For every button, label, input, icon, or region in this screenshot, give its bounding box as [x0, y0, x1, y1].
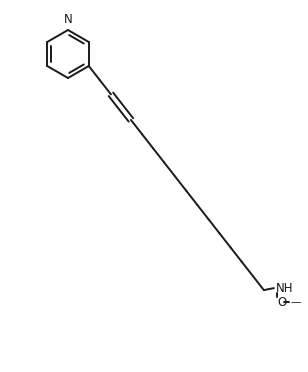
Text: N: N [64, 13, 72, 26]
Text: NH: NH [276, 282, 294, 295]
Text: O: O [277, 296, 286, 309]
Text: —: — [291, 297, 301, 307]
